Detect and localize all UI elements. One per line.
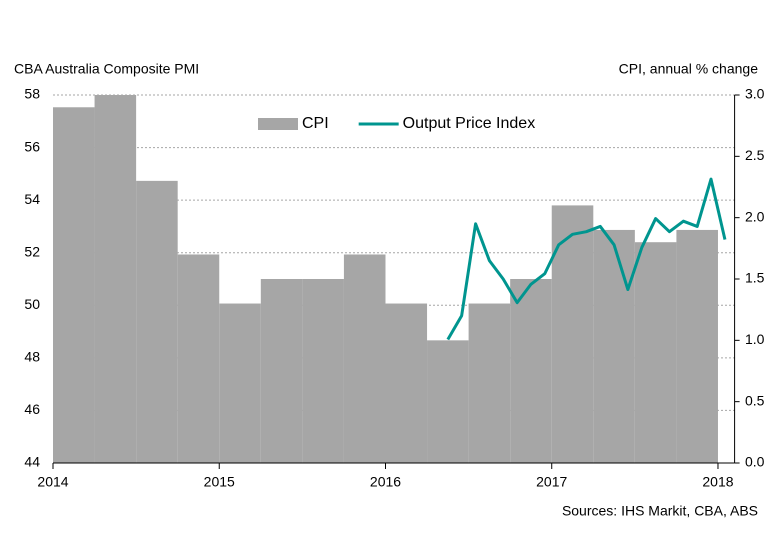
y-tick-label: 44 xyxy=(24,454,40,470)
bar xyxy=(177,254,220,463)
y2-tick-label: 0.0 xyxy=(745,454,765,470)
y-tick-label: 46 xyxy=(24,401,40,417)
y2-tick-label: 1.0 xyxy=(745,331,765,347)
y-tick-label: 50 xyxy=(24,296,40,312)
legend-swatch xyxy=(258,118,298,130)
bar xyxy=(302,279,344,463)
bar xyxy=(427,340,469,463)
y-tick-label: 48 xyxy=(24,349,40,365)
bar xyxy=(219,303,261,463)
y-axis-label: CBA Australia Composite PMI xyxy=(14,61,199,77)
y-tick-label: 54 xyxy=(24,191,40,207)
y-tick-label: 58 xyxy=(24,86,40,102)
bar xyxy=(510,279,552,463)
y2-axis-label: CPI, annual % change xyxy=(619,61,759,77)
x-tick-label: 2017 xyxy=(536,474,567,490)
y-tick-label: 56 xyxy=(24,138,40,154)
line xyxy=(446,177,727,341)
x-tick-label: 2016 xyxy=(370,474,401,490)
y2-tick-label: 1.5 xyxy=(745,270,765,286)
bar xyxy=(676,229,718,463)
bar xyxy=(385,303,428,463)
bar xyxy=(53,107,95,464)
y-tick-label: 52 xyxy=(24,243,40,259)
bar xyxy=(94,95,137,463)
bar xyxy=(136,180,178,463)
bar xyxy=(468,303,511,463)
bar xyxy=(343,254,386,463)
x-tick-label: 2014 xyxy=(37,474,68,490)
bar xyxy=(634,242,677,463)
bar xyxy=(260,279,303,463)
bar xyxy=(593,229,635,463)
legend-label: Output Price Index xyxy=(403,115,536,132)
x-tick-label: 2015 xyxy=(204,474,235,490)
legend-label: CPI xyxy=(302,115,329,132)
source: Sources: IHS Markit, CBA, ABS xyxy=(562,503,758,519)
x-tick-label: 2018 xyxy=(702,474,733,490)
y2-tick-label: 3.0 xyxy=(745,86,765,102)
y2-tick-label: 0.5 xyxy=(745,392,765,408)
y2-tick-label: 2.0 xyxy=(745,208,765,224)
y2-tick-label: 2.5 xyxy=(745,147,765,163)
